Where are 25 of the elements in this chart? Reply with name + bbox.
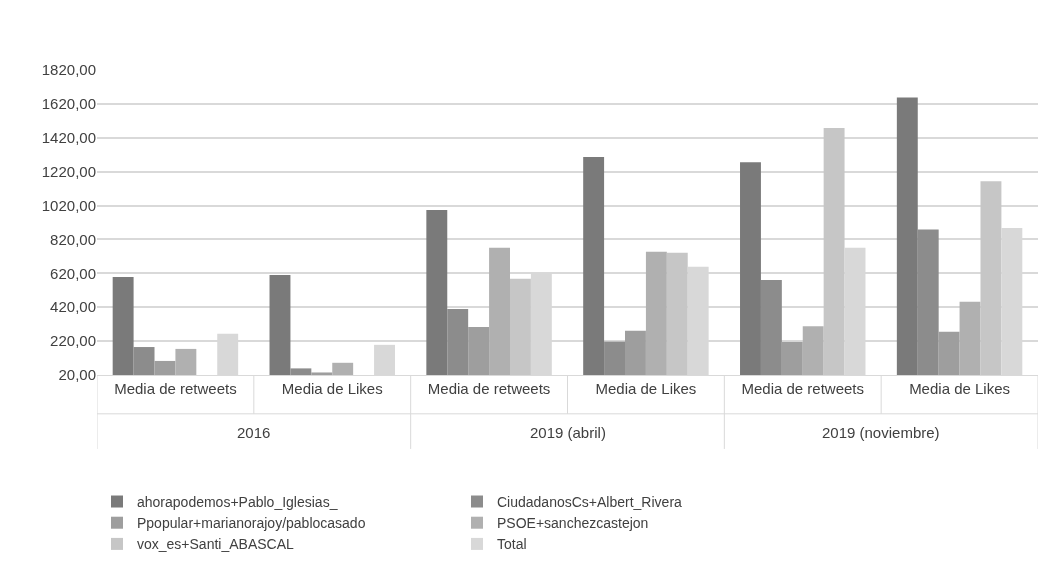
y-tick-label: 420,00: [50, 298, 96, 316]
text: 2019 (noviembre): [822, 424, 940, 441]
legend-label: vox_es+Santi_ABASCAL: [137, 536, 295, 553]
y-tick-label: 1220,00: [41, 162, 96, 180]
y-tick-label: 1420,00: [41, 129, 96, 147]
x-tick-label: Media de retweets: [114, 380, 237, 397]
y-tick-label: 620,00: [50, 264, 96, 282]
x-tick-label: Media de retweets: [741, 380, 865, 397]
legend-label: ahorapodemos+Pablo_Iglesias_: [137, 493, 338, 510]
y-tick-label: 1620,00: [41, 95, 96, 113]
y-tick-label: 820,00: [50, 230, 96, 248]
text: 2016: [237, 424, 271, 441]
x-tick-label: Media de Likes: [595, 380, 697, 397]
y-tick-label: 220,00: [50, 332, 96, 350]
x-tick-label: Media de Likes: [909, 380, 1011, 397]
legend-label: CiudadanosCs+Albert_Rivera: [497, 493, 683, 510]
legend-label: Ppopular+marianorajoy/pablocasado: [137, 515, 366, 532]
legend-label: PSOE+sanchezcastejon: [497, 515, 649, 532]
y-tick-label: 1020,00: [41, 196, 96, 214]
y-tick-label: 1820,00: [41, 61, 96, 79]
x-tick-label: Media de Likes: [281, 380, 383, 397]
x-tick-label: Media de retweets: [427, 380, 551, 397]
text: 2019 (abril): [530, 424, 606, 441]
legend-label: Total: [497, 536, 527, 553]
y-tick-label: 20,00: [58, 366, 96, 384]
